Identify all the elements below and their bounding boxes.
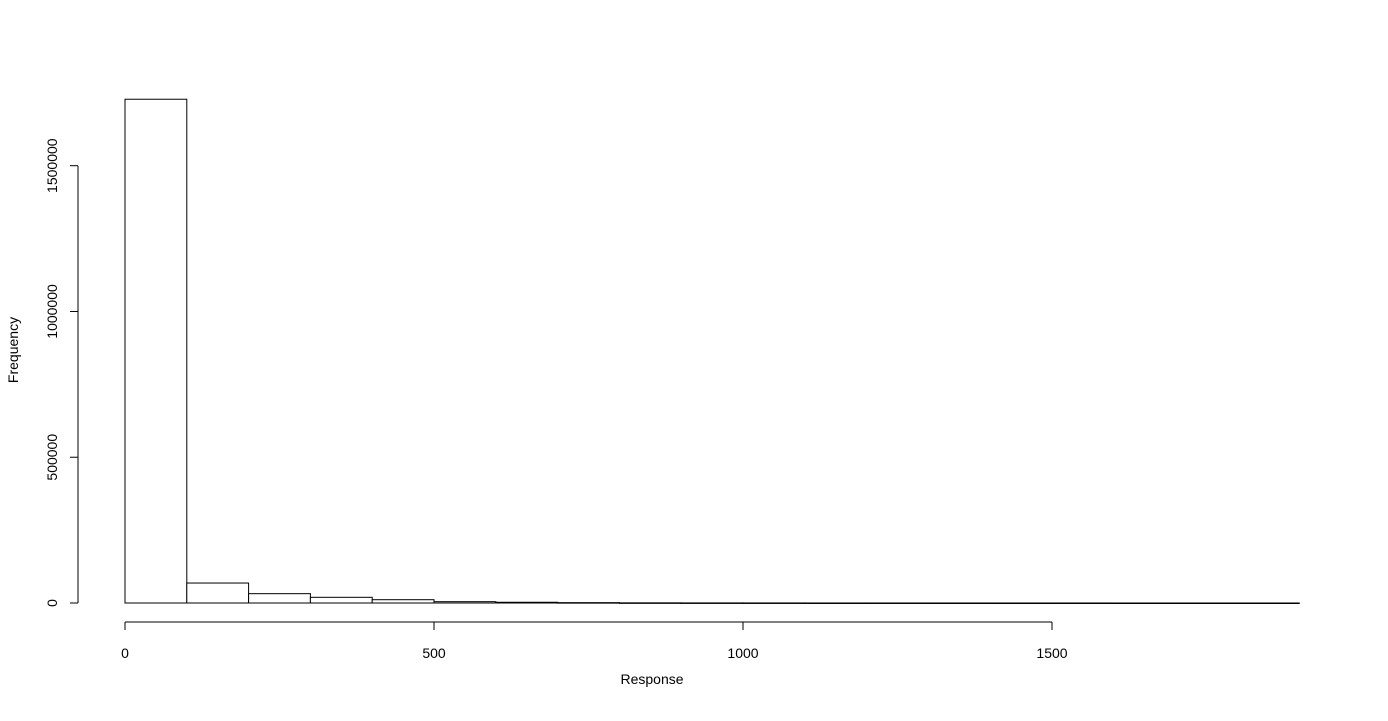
histogram-bar bbox=[1051, 602, 1115, 604]
histogram-bar bbox=[804, 602, 868, 604]
x-tick-label: 1000 bbox=[727, 645, 758, 661]
x-ticks: 0 500 1000 1500 bbox=[121, 622, 1068, 661]
bars-group bbox=[124, 98, 1300, 604]
histogram-bar bbox=[866, 602, 929, 604]
x-tick-label: 500 bbox=[422, 645, 446, 661]
x-tick-label: 0 bbox=[121, 645, 129, 661]
histogram-bar bbox=[495, 601, 559, 604]
histogram-bar bbox=[309, 596, 373, 604]
histogram-bar bbox=[618, 602, 682, 604]
histogram-bar bbox=[1236, 602, 1300, 604]
x-axis-label: Response bbox=[620, 671, 683, 687]
histogram-bar bbox=[557, 602, 620, 604]
histogram-bar bbox=[680, 602, 744, 604]
histogram-bar bbox=[186, 582, 250, 604]
histogram-bar bbox=[927, 602, 991, 604]
x-tick-label: 1500 bbox=[1036, 645, 1067, 661]
histogram-bar bbox=[433, 601, 497, 604]
y-tick-label: 500000 bbox=[44, 434, 60, 481]
y-tick-label: 1500000 bbox=[44, 138, 60, 193]
histogram-bar bbox=[1113, 602, 1177, 604]
histogram-bar bbox=[989, 602, 1053, 604]
histogram-bar bbox=[124, 98, 188, 604]
y-ticks: 0 500000 1000000 1500000 bbox=[44, 138, 78, 607]
y-tick-label: 1000000 bbox=[44, 284, 60, 339]
histogram-bar bbox=[742, 602, 806, 604]
y-tick-label: 0 bbox=[44, 599, 60, 607]
y-axis-label: Frequency bbox=[5, 317, 21, 383]
histogram-bar bbox=[1175, 602, 1238, 604]
histogram-bar bbox=[248, 593, 311, 604]
histogram-bar bbox=[371, 599, 435, 604]
